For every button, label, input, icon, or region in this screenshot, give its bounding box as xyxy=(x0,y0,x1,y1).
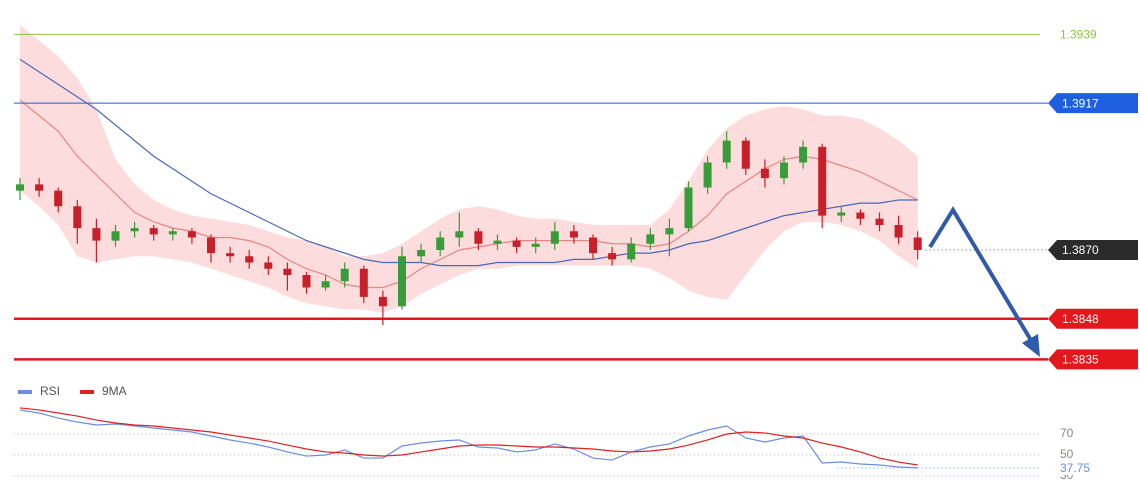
candle-body xyxy=(894,225,903,238)
candle-body xyxy=(684,187,693,229)
y-tick-label: 70 xyxy=(1060,426,1074,440)
candle-body xyxy=(780,162,788,179)
level-label: 1.3835 xyxy=(1062,353,1099,367)
moving-average xyxy=(19,99,918,289)
level-label-box xyxy=(1048,93,1138,114)
candle-body xyxy=(321,281,330,288)
candle-body xyxy=(455,231,464,238)
candle-body xyxy=(722,140,731,163)
candle-body xyxy=(359,268,368,297)
candle-body xyxy=(302,275,311,288)
candle-body xyxy=(703,162,712,188)
indicator-line xyxy=(19,409,918,469)
forecast-arrow xyxy=(928,206,1040,357)
candle-body xyxy=(35,184,44,191)
candle-body xyxy=(111,231,120,241)
candle-body xyxy=(168,231,177,235)
candle-body xyxy=(149,228,158,235)
candle-body xyxy=(550,231,559,244)
candle-body xyxy=(627,243,636,260)
level-label: 1.3939 xyxy=(1060,28,1097,42)
level-label: 1.3917 xyxy=(1062,96,1099,110)
candle-body xyxy=(493,240,502,244)
candle-body xyxy=(741,140,750,169)
candle-body xyxy=(531,243,540,247)
candle-body xyxy=(16,184,24,191)
candle-body xyxy=(54,190,63,207)
candle-body xyxy=(856,212,865,219)
candle-body xyxy=(417,250,426,257)
level-label-box xyxy=(1048,349,1138,370)
moving-average xyxy=(19,58,918,267)
candle-body xyxy=(245,256,254,263)
candle-body xyxy=(760,168,769,179)
level-label: 1.3870 xyxy=(1062,243,1099,257)
candle-body xyxy=(226,253,235,257)
candle-body xyxy=(378,296,387,307)
candle-body xyxy=(73,206,82,229)
candle-body xyxy=(589,237,597,254)
candle-body xyxy=(913,237,922,250)
candle-body xyxy=(608,253,617,260)
candle-body xyxy=(665,228,674,235)
forecast-arrowhead xyxy=(1022,334,1040,357)
level-label: 1.3848 xyxy=(1062,312,1099,326)
candle-body xyxy=(875,218,884,225)
current-value-bg xyxy=(1056,460,1096,475)
candle-body xyxy=(512,240,521,247)
candle-body xyxy=(340,268,349,282)
bollinger-band xyxy=(20,25,918,313)
y-tick-label: 50 xyxy=(1060,447,1074,461)
current-value-label: 37.75 xyxy=(1060,461,1090,475)
candle-body xyxy=(398,256,406,307)
candle-body xyxy=(207,237,215,254)
candle-body xyxy=(92,228,101,241)
candle-body xyxy=(799,146,808,163)
forecast-path xyxy=(928,206,1034,344)
candle-body xyxy=(818,146,827,216)
legend-label: 9MA xyxy=(102,384,127,398)
candle-body xyxy=(283,268,292,275)
candle-body xyxy=(837,212,846,216)
level-label-box xyxy=(1048,308,1138,329)
candle-body xyxy=(436,237,445,250)
candle-body xyxy=(264,262,273,269)
legend-label: RSI xyxy=(40,384,60,398)
candle-body xyxy=(187,231,196,238)
indicator-line xyxy=(19,407,918,466)
candle-body xyxy=(474,231,483,244)
candle-body xyxy=(569,231,578,238)
candle-body xyxy=(130,228,139,232)
level-label-box xyxy=(1048,240,1138,260)
candle-body xyxy=(646,234,655,244)
